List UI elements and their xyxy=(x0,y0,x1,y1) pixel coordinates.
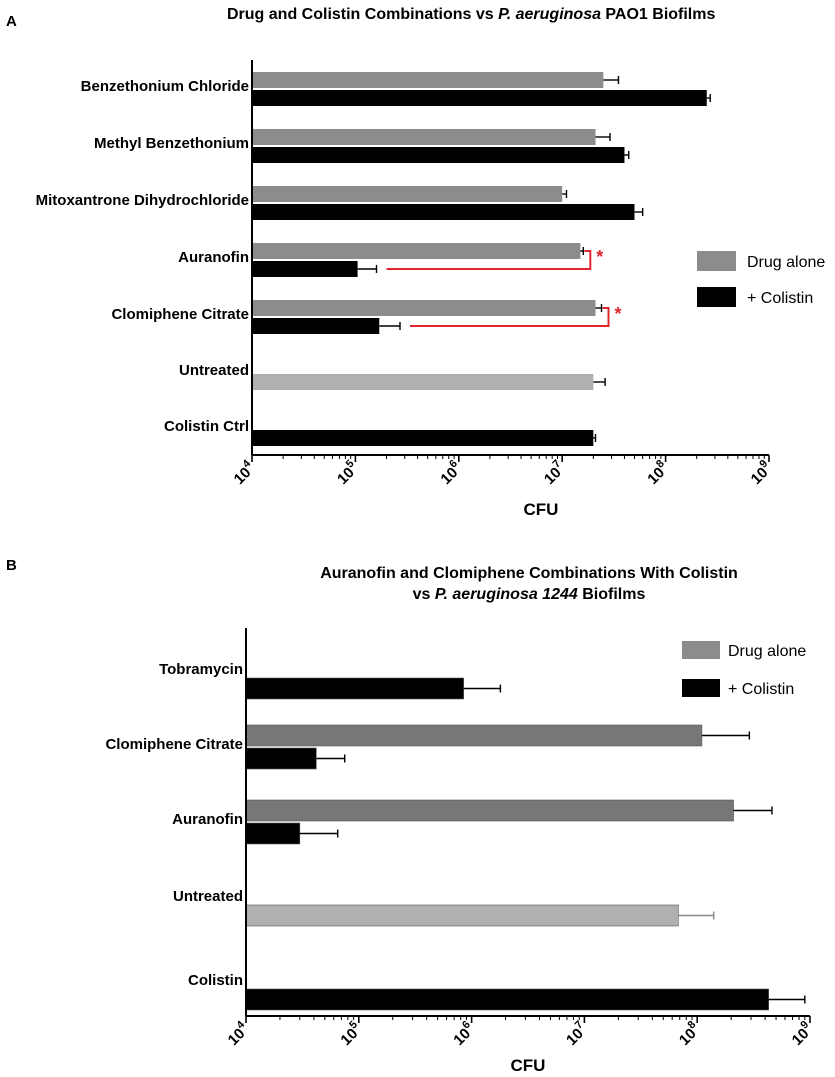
a-category-label-auranofin: Auranofin xyxy=(178,249,249,266)
panel-b-legend: Drug alone + Colistin xyxy=(682,641,806,698)
a-category-label-untreated: Untreated xyxy=(179,362,249,379)
a-bar-colistin-methyl-benzethonium xyxy=(252,147,625,163)
panel-a-legend: Drug alone + Colistin xyxy=(697,251,825,307)
a-category-label-clomiphene-citrate: Clomiphene Citrate xyxy=(111,306,249,323)
panel-a-title: Drug and Colistin Combinations vs P. aer… xyxy=(227,6,715,23)
a-tick-label-7: 107 xyxy=(539,458,569,488)
panel-a-x-ticks: 104 105 106 107 108 109 xyxy=(229,455,776,488)
panel-a-category-labels: Benzethonium Chloride Methyl Benzethonium… xyxy=(36,78,249,435)
panel-a-x-axis-label: CFU xyxy=(524,500,559,519)
panel-a: A Drug and Colistin Combinations vs P. a… xyxy=(6,6,825,519)
b-category-label-untreated: Untreated xyxy=(173,888,243,905)
panel-b-title-line1: Auranofin and Clomiphene Combinations Wi… xyxy=(320,565,738,582)
a-tick-label-8: 108 xyxy=(642,458,672,488)
b-category-label-auranofin: Auranofin xyxy=(172,811,243,828)
panel-a-legend-colistin: + Colistin xyxy=(747,290,813,307)
panel-b-category-labels: Tobramycin Clomiphene Citrate Auranofin Unt… xyxy=(105,661,243,989)
panel-a-legend-drug-alone: Drug alone xyxy=(747,254,825,271)
panel-b-legend-drug-alone: Drug alone xyxy=(728,643,806,660)
a-bar-colistin-mitoxantrone-dihydrochloride xyxy=(252,204,635,220)
a-bar-drug-alone-benzethonium-chloride xyxy=(252,72,604,88)
significance-bracket-clomiphene-citrate xyxy=(410,307,610,327)
b-bar-colistin-tobramycin xyxy=(245,677,464,700)
panel-a-legend-swatch-drug-alone xyxy=(697,251,736,271)
a-bar-drug-alone-mitoxantrone-dihydrochloride xyxy=(252,186,563,202)
panel-b-bars xyxy=(245,677,769,1011)
panel-b-error-bars xyxy=(299,684,806,1004)
b-bar-colistin-auranofin xyxy=(245,822,301,845)
panel-b-x-ticks: 104 105 106 107 108 109 xyxy=(223,1016,817,1049)
a-bar-drug-alone-methyl-benzethonium xyxy=(252,129,596,145)
panel-b: B Auranofin and Clomiphene Combinations … xyxy=(6,557,817,1075)
a-tick-label-4: 104 xyxy=(229,457,260,488)
significance-star-auranofin: * xyxy=(596,247,603,267)
a-category-label-benzethonium-chloride: Benzethonium Chloride xyxy=(81,78,249,95)
b-tick-label-5: 105 xyxy=(335,1019,365,1049)
significance-bracket-auranofin xyxy=(386,250,592,270)
a-category-label-colistin-ctrl: Colistin Ctrl xyxy=(164,418,249,435)
b-bar-drug-alone-clomiphene-citrate xyxy=(245,724,703,747)
b-bar-untreated-untreated xyxy=(245,904,679,927)
b-bar-colistin-clomiphene-citrate xyxy=(245,747,317,770)
a-bar-colistin-auranofin xyxy=(252,261,358,277)
b-tick-label-8: 108 xyxy=(674,1019,704,1049)
panel-b-legend-swatch-colistin xyxy=(682,679,720,697)
a-tick-label-5: 105 xyxy=(332,458,362,488)
panel-a-bars xyxy=(252,72,707,446)
panel-b-letter: B xyxy=(6,557,17,574)
b-tick-label-4: 104 xyxy=(223,1018,254,1049)
b-tick-label-9: 109 xyxy=(787,1019,817,1049)
b-category-label-clomiphene-citrate: Clomiphene Citrate xyxy=(105,736,243,753)
a-bar-drug-alone-auranofin xyxy=(252,243,581,259)
a-category-label-methyl-benzethonium: Methyl Benzethonium xyxy=(94,135,249,152)
panel-b-legend-colistin: + Colistin xyxy=(728,681,794,698)
b-category-label-colistin: Colistin xyxy=(188,972,243,989)
a-bar-drug-alone-clomiphene-citrate xyxy=(252,300,596,316)
significance-star-clomiphene-citrate: * xyxy=(615,304,622,324)
b-tick-label-7: 107 xyxy=(561,1019,591,1049)
b-bar-drug-alone-auranofin xyxy=(245,799,734,822)
a-bar-colistin-clomiphene-citrate xyxy=(252,318,380,334)
panel-a-significance: ** xyxy=(386,247,622,327)
panel-a-error-bars xyxy=(357,76,711,442)
b-tick-label-6: 106 xyxy=(448,1019,478,1049)
a-bar-colistin-benzethonium-chloride xyxy=(252,90,707,106)
a-bar-untreated-untreated xyxy=(252,374,594,390)
panel-a-legend-swatch-colistin xyxy=(697,287,736,307)
panel-b-x-axis-label: CFU xyxy=(511,1056,546,1075)
panel-b-legend-swatch-drug-alone xyxy=(682,641,720,659)
a-category-label-mitoxantrone-dihydrochloride: Mitoxantrone Dihydrochloride xyxy=(36,192,249,209)
panel-b-title-line2: vs P. aeruginosa 1244 Biofilms xyxy=(413,586,646,603)
a-tick-label-9: 109 xyxy=(746,458,776,488)
b-bar-colistin-colistin xyxy=(245,988,769,1011)
panel-a-letter: A xyxy=(6,13,17,30)
a-bar-colistin-colistin-ctrl xyxy=(252,430,594,446)
b-category-label-tobramycin: Tobramycin xyxy=(159,661,243,678)
a-tick-label-6: 106 xyxy=(435,458,465,488)
